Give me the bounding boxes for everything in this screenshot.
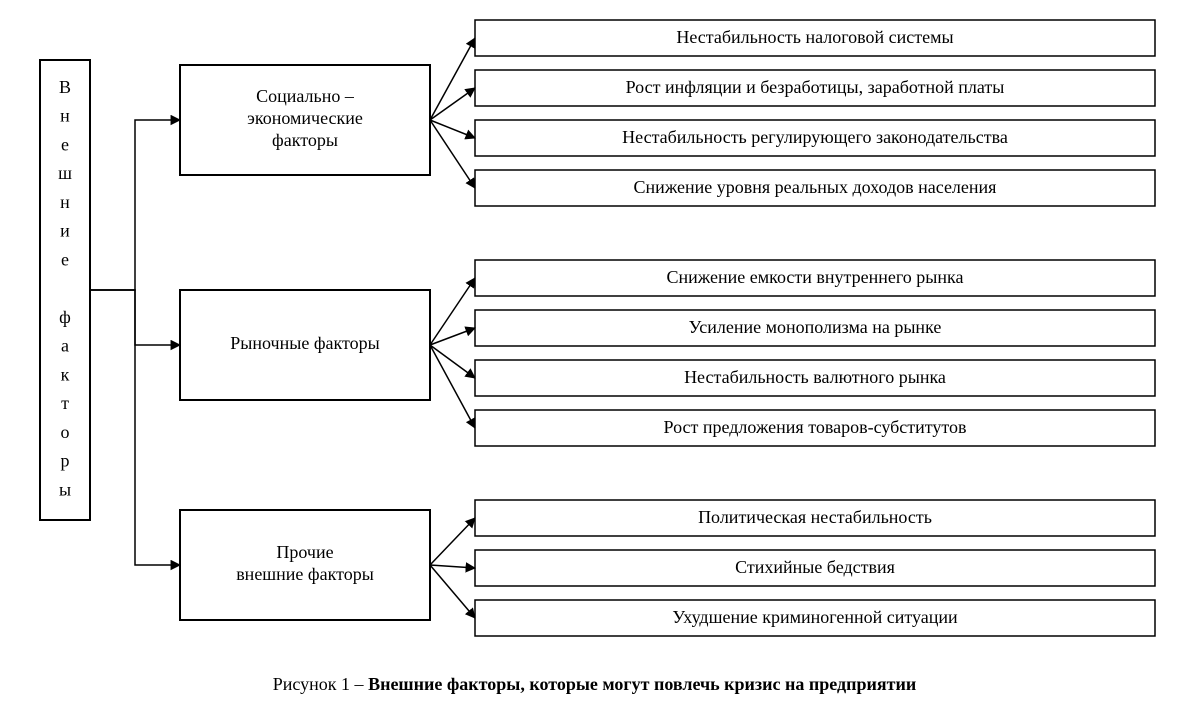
leaf-label-socio-2: Нестабильность регулирующего законодател… xyxy=(622,127,1008,147)
edge-other-leaf0 xyxy=(430,518,475,565)
edge-other-leaf1 xyxy=(430,565,475,568)
root-label-char: и xyxy=(60,221,70,241)
leaf-label-socio-0: Нестабильность налоговой системы xyxy=(676,27,953,47)
root-label-char: е xyxy=(61,249,69,269)
group-label-other: внешние факторы xyxy=(236,564,374,584)
root-label-char: р xyxy=(61,451,70,471)
group-label-market: Рыночные факторы xyxy=(230,333,379,353)
leaf-label-market-2: Нестабильность валютного рынка xyxy=(684,367,946,387)
edge-market-leaf3 xyxy=(430,345,475,428)
leaf-label-socio-3: Снижение уровня реальных доходов населен… xyxy=(634,177,997,197)
root-label-char: е xyxy=(61,134,69,154)
group-label-other: Прочие xyxy=(276,542,333,562)
root-label-char: н xyxy=(60,192,70,212)
root-label-char: н xyxy=(60,106,70,126)
root-label-char: к xyxy=(61,364,70,384)
root-label-char: о xyxy=(61,422,70,442)
diagram-canvas: ВнешниефакторыСоциально –экономическиефа… xyxy=(0,0,1189,708)
group-label-socio: факторы xyxy=(272,130,338,150)
edge-market-leaf1 xyxy=(430,328,475,345)
root-label-char: т xyxy=(61,393,69,413)
root-label-char: ы xyxy=(59,479,71,499)
edge-socio-leaf1 xyxy=(430,88,475,120)
leaf-label-market-0: Снижение емкости внутреннего рынка xyxy=(667,267,964,287)
leaf-label-socio-1: Рост инфляции и безработицы, заработной … xyxy=(626,77,1005,97)
group-label-socio: экономические xyxy=(247,108,363,128)
root-label-char: ш xyxy=(58,163,72,183)
edge-root-socio xyxy=(90,120,180,290)
leaf-label-market-3: Рост предложения товаров-субститутов xyxy=(664,417,967,437)
edge-socio-leaf3 xyxy=(430,120,475,188)
leaf-label-other-0: Политическая нестабильность xyxy=(698,507,932,527)
leaf-label-other-1: Стихийные бедствия xyxy=(735,557,895,577)
edge-other-leaf2 xyxy=(430,565,475,618)
root-label-char: В xyxy=(59,77,71,97)
edge-market-leaf2 xyxy=(430,345,475,378)
edge-root-other xyxy=(90,290,180,565)
edge-market-leaf0 xyxy=(430,278,475,345)
root-label-char: а xyxy=(61,336,69,356)
leaf-label-market-1: Усиление монополизма на рынке xyxy=(689,317,942,337)
leaf-label-other-2: Ухудшение криминогенной ситуации xyxy=(672,607,958,627)
group-label-socio: Социально – xyxy=(256,86,355,106)
figure-caption: Рисунок 1 – Внешние факторы, которые мог… xyxy=(273,674,916,694)
edge-socio-leaf0 xyxy=(430,38,475,120)
root-label-char: ф xyxy=(59,307,71,327)
